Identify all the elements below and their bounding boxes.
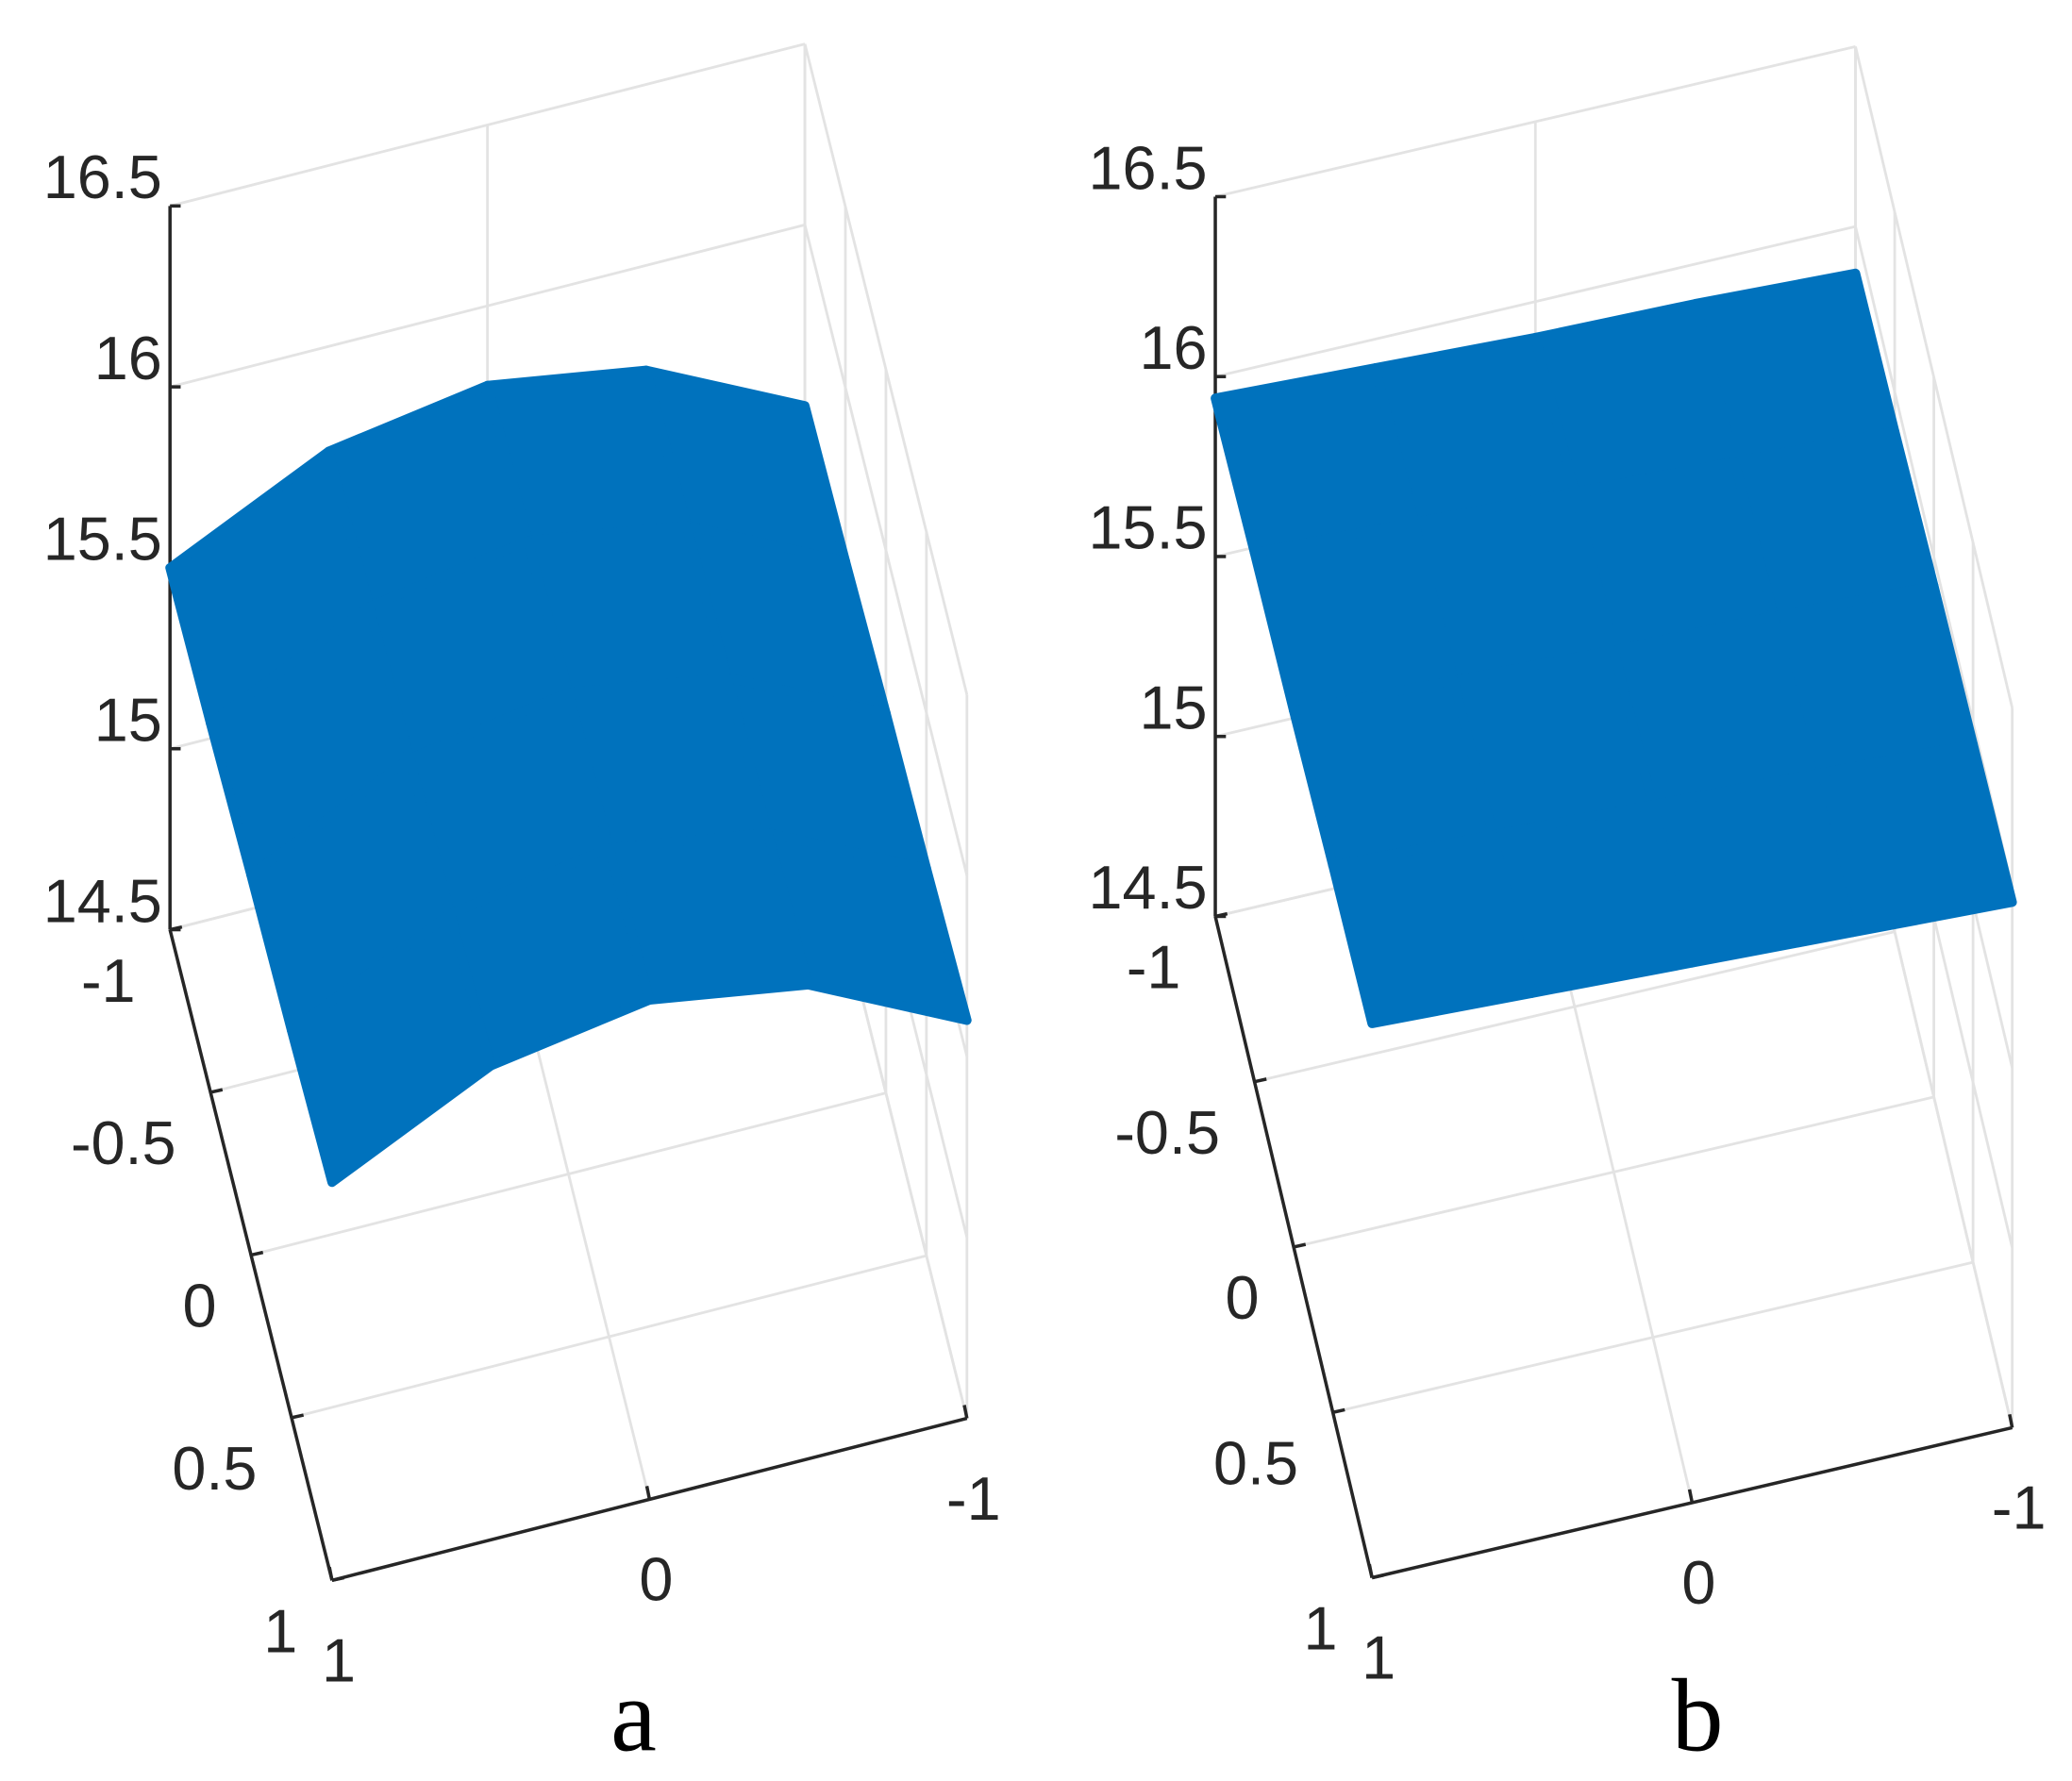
z-tick-label: 15.5 [43, 505, 162, 574]
grid-line [250, 1091, 887, 1257]
grid-line [1293, 1095, 1934, 1249]
caption: a [610, 1657, 657, 1773]
x-tick-label: 0 [639, 1545, 673, 1614]
y-tick-label: -0.5 [71, 1108, 176, 1177]
point-cloud-patch [762, 828, 972, 1025]
x-tick [644, 1486, 652, 1500]
panel: 14.5 15 15.5 16 16.5 -1 -0.5 0 0.5 1 -1 0 1 b [1089, 45, 2047, 1773]
grid-line [1214, 225, 1856, 378]
y-tick-label: 1 [1304, 1594, 1338, 1663]
x-tick-label: -1 [1992, 1473, 2047, 1542]
z-tick-label: 16.5 [1089, 133, 1208, 202]
x-tick-label: 1 [322, 1625, 356, 1694]
grid-line [803, 225, 969, 876]
z-tick-label: 15 [1140, 673, 1208, 741]
y-tick-label: 0 [182, 1272, 216, 1340]
grid-line [1854, 46, 2014, 708]
x-tick [1367, 1564, 1374, 1578]
panel: 14.5 15 15.5 16 16.5 -1 -0.5 0 0.5 1 -1 0 1 a [43, 42, 1001, 1773]
grid-line [169, 224, 806, 389]
z-tick-label: 16.5 [43, 142, 162, 211]
x-tick [962, 1405, 969, 1419]
y-tick-label: 0.5 [1213, 1428, 1298, 1497]
z-tick-label: 14.5 [1089, 853, 1208, 922]
y-tick [250, 1250, 264, 1257]
grid-line [803, 43, 969, 695]
x-tick [1687, 1489, 1695, 1504]
z-tick-label: 15.5 [1089, 493, 1208, 562]
y-tick [209, 1088, 224, 1094]
grid-line [1254, 930, 1896, 1084]
z-tick-label: 14.5 [43, 866, 162, 935]
point-cloud-patch [287, 908, 496, 1188]
y-tick [331, 1575, 344, 1583]
y-tick-label: 0 [1225, 1263, 1259, 1332]
y-tick-label: -0.5 [1114, 1098, 1220, 1167]
y-tick-label: 1 [263, 1597, 297, 1666]
x-tick-label: 0 [1681, 1548, 1715, 1617]
x-tick [2008, 1413, 2014, 1428]
x-tick [327, 1566, 334, 1581]
y-tick-label: 0.5 [172, 1434, 257, 1503]
z-tick-label: 15 [94, 685, 162, 754]
y-tick [1332, 1407, 1345, 1414]
y-tick [1293, 1242, 1307, 1249]
y-tick-label: -1 [81, 946, 136, 1015]
grid-line [169, 42, 806, 208]
y-tick [1254, 1077, 1267, 1084]
caption: b [1672, 1657, 1724, 1773]
z-tick-label: 16 [1140, 313, 1208, 382]
x-tick-label: 1 [1362, 1623, 1395, 1692]
y-tick [169, 924, 183, 932]
point-cloud-patch [1328, 830, 1537, 1028]
y-axis [168, 929, 334, 1581]
grid-line [1214, 45, 1856, 198]
y-tick [1371, 1573, 1385, 1580]
grid-line [1332, 1260, 1974, 1414]
y-tick-label: -1 [1127, 933, 1181, 1002]
y-tick [1214, 911, 1228, 919]
y-tick [291, 1413, 305, 1420]
grid-line [291, 1254, 927, 1420]
z-tick-label: 16 [94, 324, 162, 392]
x-tick-label: -1 [946, 1464, 1001, 1533]
